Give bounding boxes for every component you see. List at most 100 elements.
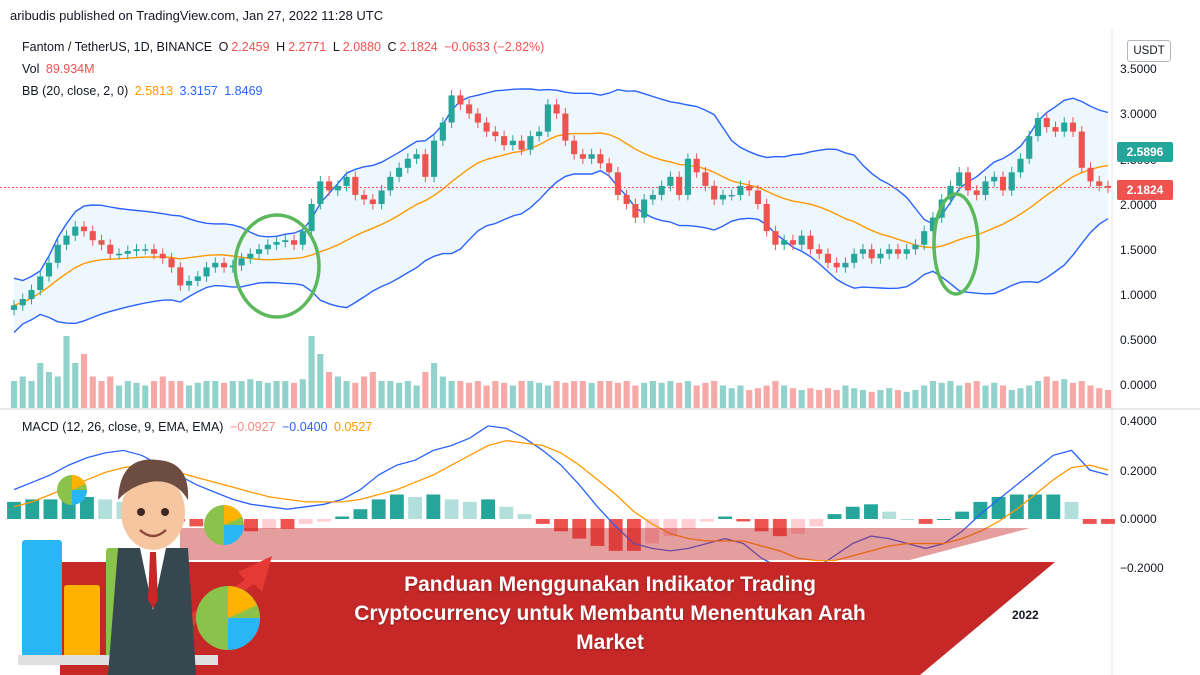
macd-pane	[7, 425, 1115, 574]
candle-body	[501, 136, 508, 146]
volume-bar	[501, 382, 508, 408]
volume-bar	[72, 363, 79, 408]
candle-body	[912, 244, 919, 250]
macd-histogram-bar	[389, 494, 404, 519]
volume-bar	[781, 385, 788, 408]
volume-bar	[658, 382, 665, 408]
candle-body	[159, 253, 166, 259]
volume-bar	[28, 381, 35, 408]
banner-line-1: Panduan Menggunakan Indikator Trading	[404, 573, 816, 596]
volume-bar	[947, 381, 954, 408]
macd-histogram-bar	[98, 499, 113, 519]
volume-bar	[1052, 381, 1059, 408]
macd-histogram-bar	[809, 519, 824, 527]
candle-body	[824, 253, 831, 263]
candle-body	[1026, 136, 1033, 159]
volume-bar	[509, 385, 516, 408]
volume-bar	[754, 388, 761, 408]
volume-bar	[1043, 376, 1050, 408]
close-label: C	[387, 40, 397, 54]
macd-histogram-bar	[298, 519, 313, 524]
volume-bar	[264, 382, 271, 408]
volume-bar	[10, 381, 18, 408]
volume-bar	[921, 385, 928, 408]
macd-histogram-bar	[371, 499, 386, 519]
candle-body	[37, 276, 44, 290]
macd-histogram-bar	[517, 514, 532, 519]
bb-legend[interactable]: BB (20, close, 2, 0) 2.5813 3.3157 1.846…	[22, 84, 265, 98]
candle-body	[536, 131, 543, 137]
macd-histogram-bar	[955, 511, 970, 519]
candle-body	[606, 163, 613, 173]
candle-body	[597, 154, 604, 164]
volume-bar	[1078, 381, 1085, 408]
candle-body	[693, 158, 700, 173]
macd-histogram-bar	[1064, 501, 1079, 519]
symbol-legend[interactable]: Fantom / TetherUS, 1D, BINANCE O 2.2459 H…	[22, 40, 547, 54]
banner-line-3: Market	[576, 631, 644, 654]
change-value: −0.0633 (−2.82%)	[444, 40, 545, 54]
volume-bar	[553, 381, 560, 408]
bar-graphic	[64, 585, 100, 663]
volume-bar	[299, 379, 306, 408]
banner-line-2: Cryptocurrency untuk Membantu Menentukan…	[354, 602, 866, 625]
macd-histogram-bar	[845, 506, 860, 519]
candle-body	[929, 217, 937, 232]
macd-histogram-bar	[80, 496, 94, 519]
volume-bar	[247, 379, 254, 408]
macd-signal-value: 0.0527	[334, 420, 373, 434]
volume-bar	[1104, 390, 1112, 408]
candle-body	[466, 104, 473, 114]
volume-bar	[317, 354, 324, 408]
volume-bar	[702, 382, 709, 408]
candle-body	[1052, 127, 1059, 132]
volume-bar	[282, 381, 289, 408]
macd-histogram-bar	[262, 519, 277, 529]
macd-histogram-bar	[754, 519, 769, 532]
pie-chart-icon-slice	[224, 505, 242, 525]
volume-bar	[667, 381, 674, 408]
volume-bar	[387, 381, 394, 408]
banner-background	[60, 562, 1055, 675]
volume-bar	[798, 390, 805, 408]
volume-bar	[851, 388, 858, 408]
volume-bar	[369, 372, 376, 408]
candle-body	[1061, 122, 1068, 132]
businessman-eye	[137, 508, 145, 516]
currency-button[interactable]: USDT	[1127, 40, 1171, 62]
low-value: 2.0880	[342, 40, 381, 54]
banner-title: Panduan Menggunakan Indikator Trading Cr…	[290, 570, 930, 657]
candle-body	[763, 204, 770, 232]
volume-bar	[483, 385, 490, 408]
volume-bar	[894, 390, 902, 408]
volume-bar	[807, 388, 814, 408]
high-label: H	[276, 40, 286, 54]
macd-histogram-bar	[408, 496, 423, 519]
candle-body	[422, 154, 429, 177]
volume-bar	[133, 382, 140, 408]
candle-body	[676, 176, 683, 195]
volume-bar	[203, 381, 210, 408]
volume-bar	[229, 381, 236, 408]
y-tick: 1.0000	[1120, 288, 1157, 302]
volume-bar	[1026, 385, 1033, 408]
volume-legend[interactable]: Vol 89.934M	[22, 62, 98, 76]
candle-body	[886, 249, 893, 254]
businessman-hair	[118, 459, 189, 500]
volume-bar	[492, 381, 499, 408]
x-axis-label-2022: 2022	[1012, 608, 1039, 622]
candle-body	[579, 154, 586, 159]
macd-histogram-bar	[499, 506, 514, 519]
volume-bar	[185, 385, 193, 408]
volume-bar	[877, 390, 884, 408]
candle-body	[212, 262, 219, 268]
volume-bar	[956, 385, 963, 408]
volume-bar	[684, 381, 691, 408]
volume-bar	[772, 381, 779, 408]
candle-body	[868, 249, 875, 259]
candle-body	[168, 258, 175, 268]
candle-body	[115, 253, 123, 256]
candle-body	[483, 122, 490, 132]
macd-legend[interactable]: MACD (12, 26, close, 9, EMA, EMA) −0.092…	[22, 420, 375, 434]
